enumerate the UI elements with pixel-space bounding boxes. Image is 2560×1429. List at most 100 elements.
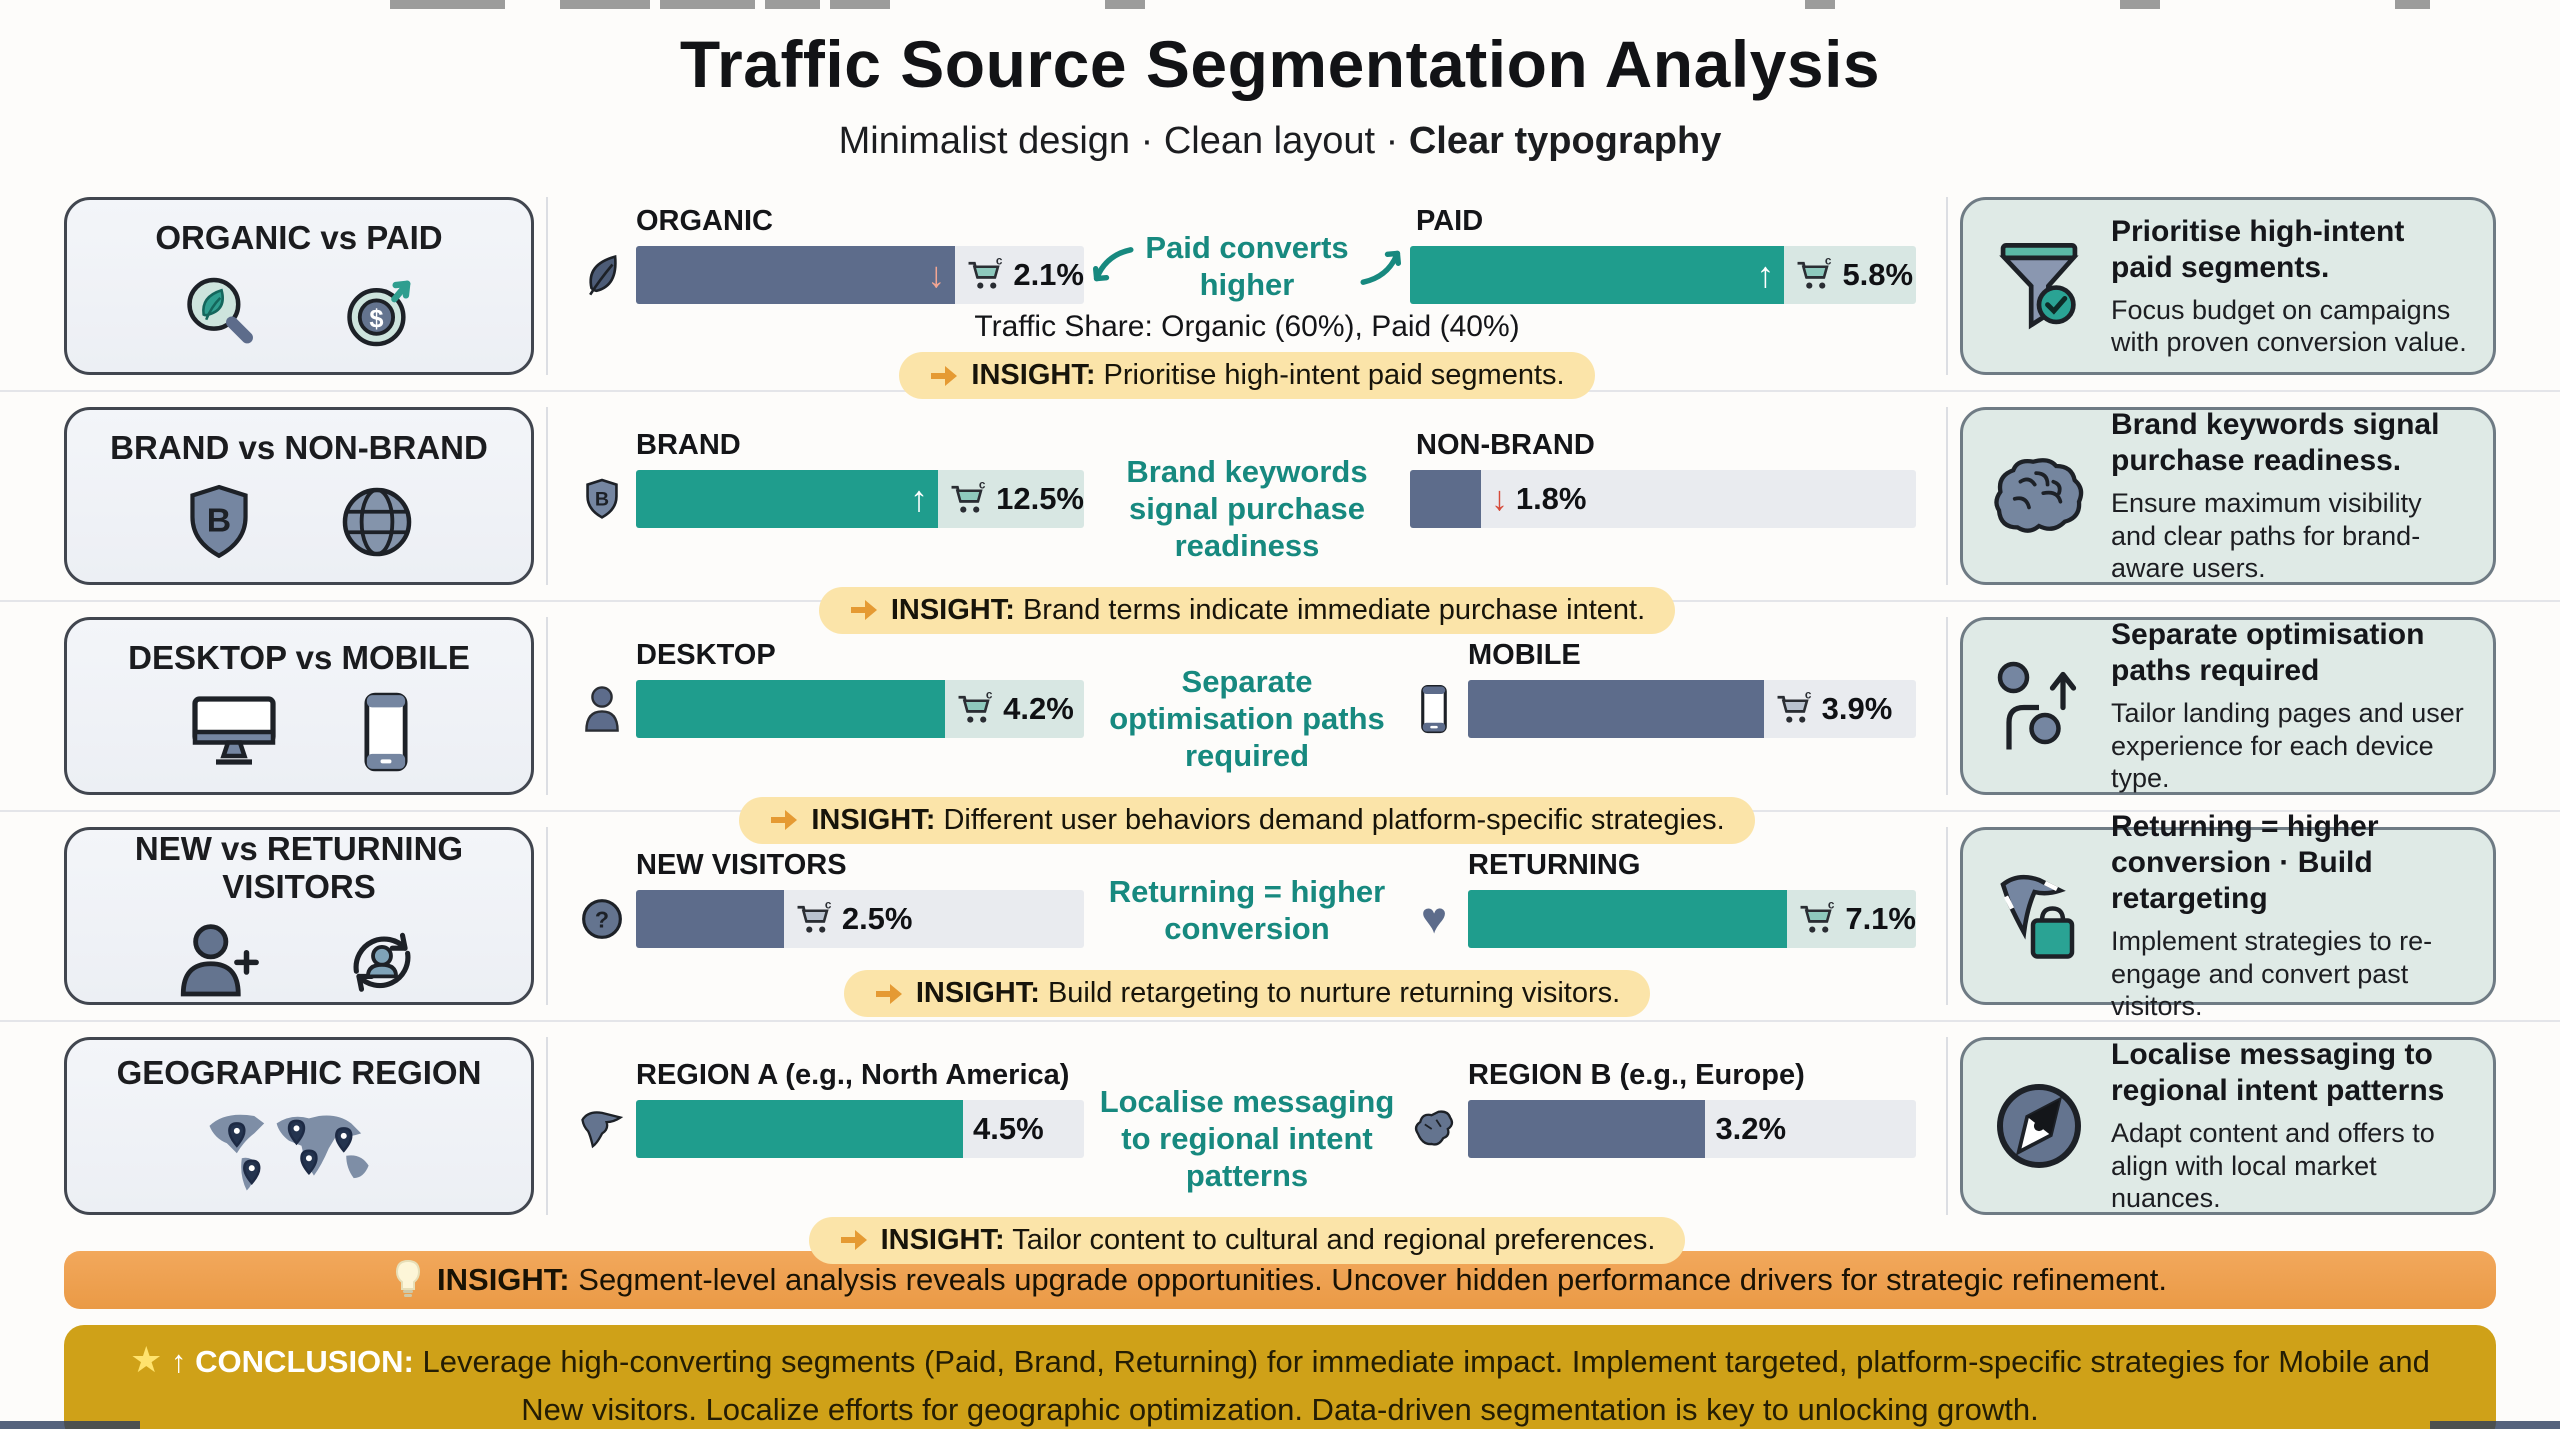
globe-icon bbox=[336, 481, 418, 563]
svg-text:B: B bbox=[207, 502, 231, 540]
category-title: NEW vs RETURNING VISITORS bbox=[134, 830, 464, 905]
insight-pill: INSIGHT: Build retargeting to nurture re… bbox=[843, 970, 1651, 1017]
conversion-value: 3.2% bbox=[1715, 1111, 1787, 1146]
category-title: BRAND vs NON-BRAND bbox=[110, 429, 488, 466]
conversion-bar-new: c 2.5% bbox=[636, 890, 1084, 948]
bar-label: MOBILE bbox=[1468, 639, 1581, 671]
recommendation-card: Separate optimisation paths required Tai… bbox=[1960, 617, 2496, 795]
mobile-phone-icon bbox=[360, 691, 412, 773]
bar-group-paid: PAID ↑ c 5.8% bbox=[1410, 203, 1916, 304]
recommendation-card: Localise messaging to regional intent pa… bbox=[1960, 1037, 2496, 1215]
svg-text:c: c bbox=[825, 899, 832, 911]
recommendation-card: Brand keywords signal purchase readiness… bbox=[1960, 407, 2496, 585]
bar-group-organic: ORGANIC ↓ c 2.1% bbox=[578, 203, 1084, 304]
recommendation-card: Prioritise high-intent paid segments. Fo… bbox=[1960, 197, 2496, 375]
north-america-map-icon bbox=[578, 1107, 626, 1151]
split-paths-icon bbox=[1987, 656, 2091, 756]
conversion-bar-region-a: 4.5% bbox=[636, 1100, 1084, 1158]
recommendation-title: Prioritise high-intent paid segments. bbox=[2111, 214, 2405, 284]
category-card-new-returning: NEW vs RETURNING VISITORS bbox=[64, 827, 534, 1005]
recommendation-body: Adapt content and offers to align with l… bbox=[2111, 1118, 2435, 1214]
page-subtitle: Minimalist design · Clean layout · Clear… bbox=[0, 120, 2560, 163]
conversion-value: 2.1% bbox=[1013, 257, 1084, 292]
curved-arrow-right-icon bbox=[1356, 239, 1410, 293]
recommendation-card: Returning = higher conversion · Build re… bbox=[1960, 810, 2496, 1021]
bar-group-new-visitors: NEW VISITORS ? c 2.5% bbox=[578, 847, 1084, 948]
bar-group-desktop: DESKTOP c 4.2% bbox=[578, 637, 1084, 738]
category-title: DESKTOP vs MOBILE bbox=[128, 639, 470, 676]
svg-text:B: B bbox=[595, 489, 609, 511]
conversion-bar-nonbrand: ↓ 1.8% bbox=[1410, 470, 1916, 528]
conversion-value: 12.5% bbox=[996, 481, 1084, 516]
bar-label: REGION B (e.g., Europe) bbox=[1468, 1059, 1805, 1091]
curved-arrow-left-icon bbox=[1084, 239, 1138, 293]
conversion-value: 5.8% bbox=[1842, 257, 1914, 292]
world-map-pins-icon bbox=[199, 1106, 399, 1198]
category-title: GEOGRAPHIC REGION bbox=[116, 1054, 482, 1091]
column-divider bbox=[546, 407, 548, 585]
category-card-brand-nonbrand: BRAND vs NON-BRAND B bbox=[64, 407, 534, 585]
subtitle-regular: Minimalist design · Clean layout · bbox=[838, 120, 1409, 162]
bottom-crop-artifact bbox=[0, 1421, 140, 1429]
conversion-bar-brand: ↑ c 12.5% bbox=[636, 470, 1084, 528]
row-new-vs-returning: NEW vs RETURNING VISITORS NEW VISITORS ? bbox=[64, 810, 2496, 1021]
subtitle-bold: Clear typography bbox=[1408, 120, 1722, 162]
boomerang-bag-icon bbox=[1987, 866, 2091, 966]
recommendation-title: Brand keywords signal purchase readiness… bbox=[2111, 408, 2440, 478]
up-arrow-icon: ↑ bbox=[171, 1344, 187, 1379]
paid-dollar-target-icon: $ bbox=[338, 271, 420, 353]
segment-rows: ORGANIC vs PAID $ ORGANIC bbox=[0, 163, 2560, 1264]
trend-down-icon: ↓ bbox=[1490, 480, 1508, 518]
top-crop-artifact bbox=[765, 0, 820, 9]
bottom-crop-artifact bbox=[2430, 1421, 2560, 1429]
conversion-value: 2.5% bbox=[841, 901, 913, 936]
row-brand-vs-nonbrand: BRAND vs NON-BRAND B BRAND B bbox=[64, 407, 2496, 634]
conversion-value: 7.1% bbox=[1845, 901, 1916, 936]
arrow-right-icon bbox=[769, 808, 799, 832]
cart-conversion-icon: c bbox=[965, 255, 1005, 295]
bar-group-mobile: MOBILE c 3.9% bbox=[1410, 637, 1916, 738]
arrow-right-icon bbox=[839, 1228, 869, 1252]
compass-icon bbox=[1987, 1078, 2091, 1174]
bar-group-region-a: REGION A (e.g., North America) 4.5% bbox=[578, 1057, 1084, 1158]
header: Traffic Source Segmentation Analysis Min… bbox=[0, 0, 2560, 163]
center-annotation: Separate optimisation paths required bbox=[1109, 664, 1385, 774]
global-insight-banner: INSIGHT: Segment-level analysis reveals … bbox=[64, 1251, 2496, 1309]
insight-pill: INSIGHT: Brand terms indicate immediate … bbox=[818, 586, 1676, 634]
bar-label: NEW VISITORS bbox=[636, 849, 847, 881]
bar-label: PAID bbox=[1416, 205, 1484, 237]
top-crop-artifact bbox=[1805, 0, 1835, 9]
top-crop-artifact bbox=[1105, 0, 1145, 9]
smartphone-icon bbox=[1410, 684, 1458, 734]
column-divider bbox=[546, 617, 548, 795]
traffic-share-note: Traffic Share: Organic (60%), Paid (40%) bbox=[974, 310, 1520, 343]
conversion-value: 4.2% bbox=[1003, 691, 1074, 726]
user-plus-icon bbox=[175, 922, 263, 1000]
row-desktop-vs-mobile: DESKTOP vs MOBILE DESKTOP bbox=[64, 617, 2496, 844]
insight-pill: INSIGHT: Tailor content to cultural and … bbox=[808, 1216, 1686, 1264]
comparison-panel: DESKTOP c 4.2% bbox=[560, 617, 1934, 844]
funnel-check-icon bbox=[1987, 231, 2091, 341]
comparison-panel: BRAND B ↑ c 12.5% bbox=[560, 407, 1934, 634]
bar-label: DESKTOP bbox=[636, 639, 776, 671]
top-crop-artifact bbox=[2120, 0, 2160, 9]
bar-label: BRAND bbox=[636, 429, 741, 461]
bar-label: NON-BRAND bbox=[1416, 429, 1595, 461]
column-divider bbox=[546, 1037, 548, 1215]
organic-search-leaf-icon bbox=[178, 271, 260, 353]
svg-text:c: c bbox=[1825, 255, 1832, 267]
desktop-monitor-icon bbox=[186, 693, 282, 771]
star-icon: ★ bbox=[130, 1339, 163, 1380]
comparison-panel: ORGANIC ↓ c 2.1% bbox=[560, 197, 1934, 399]
shield-b-icon: B bbox=[578, 475, 626, 523]
column-divider bbox=[546, 197, 548, 375]
bar-label: ORGANIC bbox=[636, 205, 773, 237]
column-divider bbox=[546, 827, 548, 1005]
user-refresh-icon bbox=[341, 920, 423, 1002]
center-annotation: Paid converts higher bbox=[1084, 203, 1410, 303]
brand-shield-icon: B bbox=[180, 481, 258, 563]
recommendation-title: Localise messaging to regional intent pa… bbox=[2111, 1038, 2445, 1108]
bar-group-brand: BRAND B ↑ c 12.5% bbox=[578, 427, 1084, 528]
category-card-geographic: GEOGRAPHIC REGION bbox=[64, 1037, 534, 1215]
center-annotation: Returning = higher conversion bbox=[1108, 874, 1386, 947]
